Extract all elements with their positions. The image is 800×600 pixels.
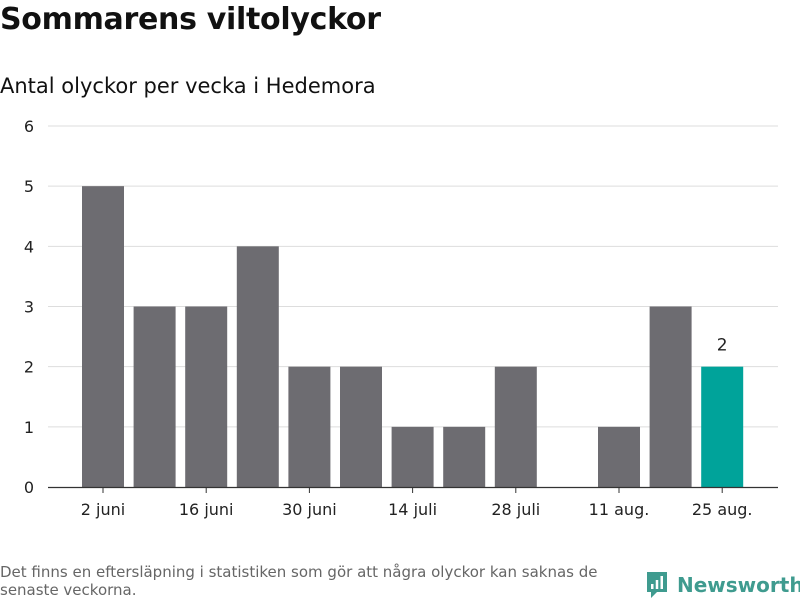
brand-name: Newsworthy xyxy=(677,573,800,597)
data-labels: 2 xyxy=(717,336,728,356)
bar-7-juli xyxy=(340,366,382,487)
x-tick-label: 30 juni xyxy=(282,500,337,519)
x-tick-label: 16 juni xyxy=(179,500,234,519)
bar-21-juli xyxy=(443,426,486,487)
x-tick-label: 11 aug. xyxy=(589,500,650,519)
bars xyxy=(82,186,744,487)
bar-28-juli xyxy=(494,366,537,487)
y-tick-label: 6 xyxy=(24,117,34,136)
x-tick-label: 25 aug. xyxy=(692,500,753,519)
chart-title: Sommarens viltolyckor xyxy=(0,2,381,37)
y-axis-tick-labels: 0 1 2 3 4 5 6 xyxy=(24,117,34,497)
y-tick-label: 3 xyxy=(24,298,34,317)
bar-16-juni xyxy=(185,306,228,487)
bar-9-juni xyxy=(133,306,176,487)
bar-chart: 0 1 2 3 4 5 6 2 juni 16 juni 30 juni 14 juli 28 ju… xyxy=(24,117,778,519)
bar-30-juni xyxy=(288,366,331,487)
bar-23-juni xyxy=(236,246,279,487)
y-tick-label: 2 xyxy=(24,358,34,377)
brand: Newsworthy xyxy=(645,570,800,600)
x-tick-label: 14 juli xyxy=(388,500,437,519)
x-axis: 2 juni 16 juni 30 juni 14 juli 28 juli 11 aug… xyxy=(48,486,778,519)
x-tick-label: 28 juli xyxy=(491,500,540,519)
y-tick-label: 5 xyxy=(24,177,34,196)
bar-value-label: 2 xyxy=(717,336,728,356)
y-tick-label: 1 xyxy=(24,418,34,437)
newsworthy-logo-icon xyxy=(647,572,667,598)
bar-2-juni xyxy=(82,186,124,487)
bar-14-juli xyxy=(391,426,434,487)
y-tick-label: 0 xyxy=(24,478,34,497)
chart-subtitle: Antal olyckor per vecka i Hedemora xyxy=(0,74,376,98)
bar-11-aug xyxy=(598,426,640,487)
y-tick-label: 4 xyxy=(24,237,34,256)
bar-25-aug xyxy=(701,366,744,487)
x-tick-label: 2 juni xyxy=(81,500,125,519)
bar-18-aug xyxy=(649,306,692,487)
footer-note: Det finns en eftersläpning i statistiken… xyxy=(0,563,598,599)
